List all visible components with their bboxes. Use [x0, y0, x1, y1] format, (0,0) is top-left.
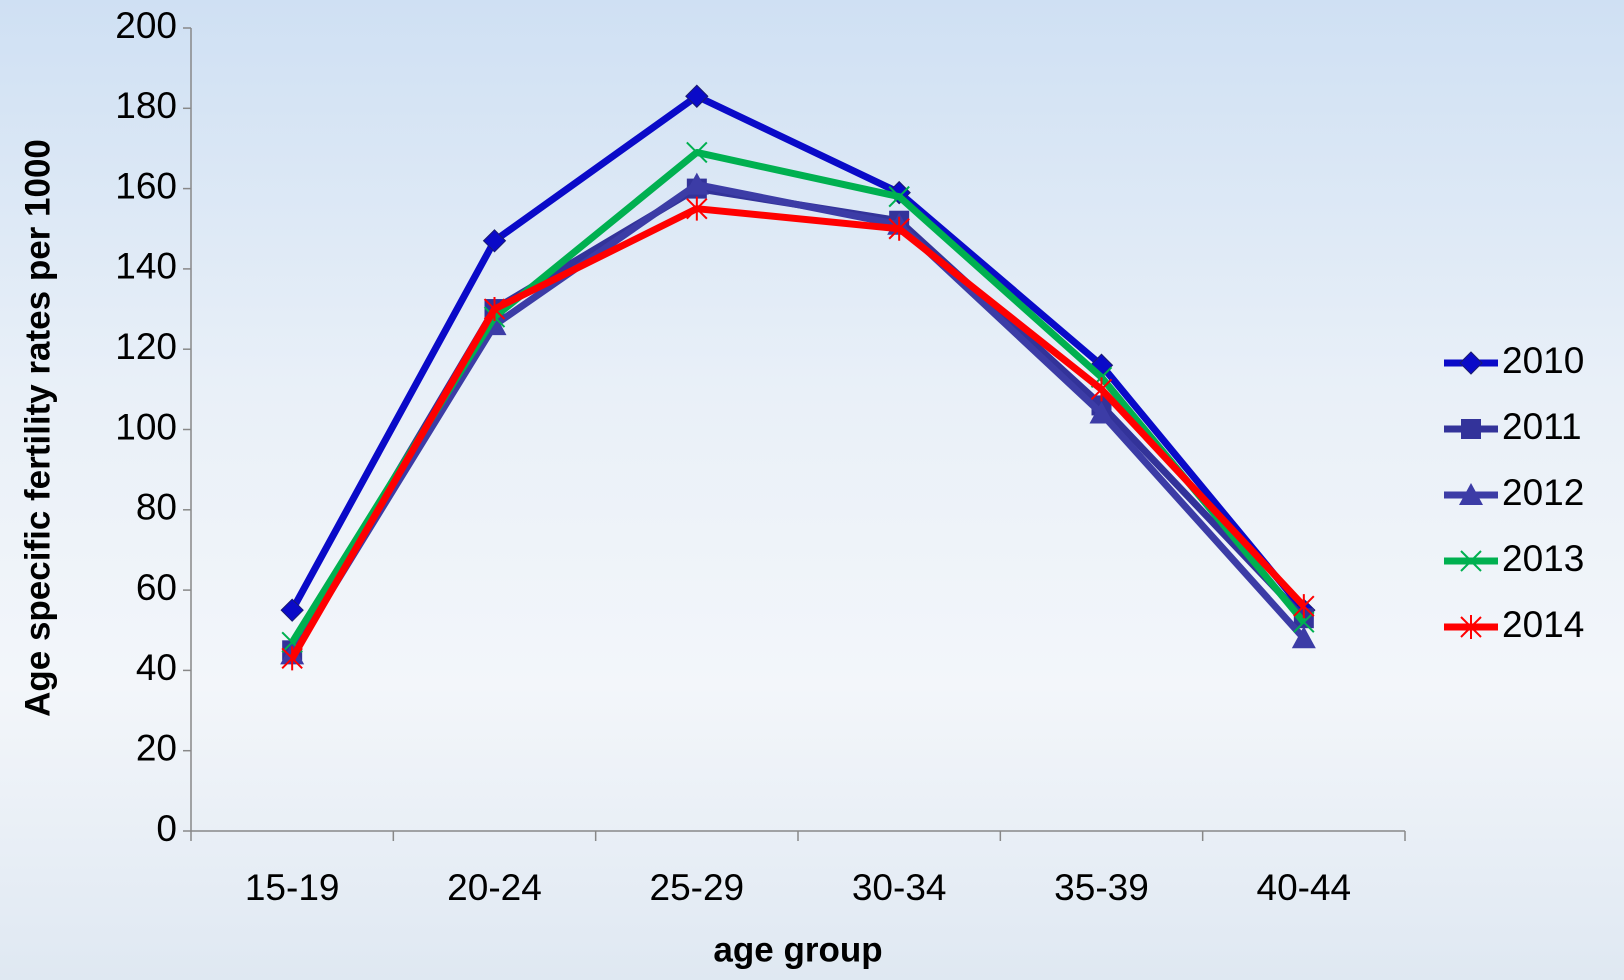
x-tick-label: 25-29: [650, 867, 745, 908]
marker: [1461, 419, 1481, 439]
x-axis-title: age group: [713, 930, 882, 969]
y-tick-label: 200: [115, 5, 177, 46]
legend-label: 2012: [1502, 472, 1584, 513]
line: [292, 189, 1304, 651]
x-tick-label: 20-24: [447, 867, 542, 908]
y-tick-label: 60: [136, 567, 177, 608]
x-tick-label: 40-44: [1257, 867, 1352, 908]
y-tick-label: 140: [115, 246, 177, 287]
x-tick-label: 15-19: [245, 867, 340, 908]
y-axis-title: Age specific fertility rates per 1000: [18, 139, 57, 717]
x-tick-label: 35-39: [1054, 867, 1149, 908]
y-tick-label: 120: [115, 326, 177, 367]
line: [292, 185, 1304, 655]
y-tick-label: 160: [115, 165, 177, 206]
legend-label: 2013: [1502, 538, 1584, 579]
y-tick-label: 20: [136, 727, 177, 768]
legend-label: 2014: [1502, 604, 1584, 645]
legend-label: 2011: [1502, 406, 1582, 447]
legend-label: 2010: [1502, 340, 1584, 381]
chart: age group Age specific fertility rates p…: [0, 0, 1624, 980]
y-tick-label: 100: [115, 406, 177, 447]
y-tick-label: 0: [156, 808, 177, 849]
y-tick-label: 180: [115, 85, 177, 126]
y-tick-label: 40: [136, 647, 177, 688]
y-tick-label: 80: [136, 487, 177, 528]
x-tick-label: 30-34: [852, 867, 947, 908]
marker: [1460, 352, 1482, 374]
